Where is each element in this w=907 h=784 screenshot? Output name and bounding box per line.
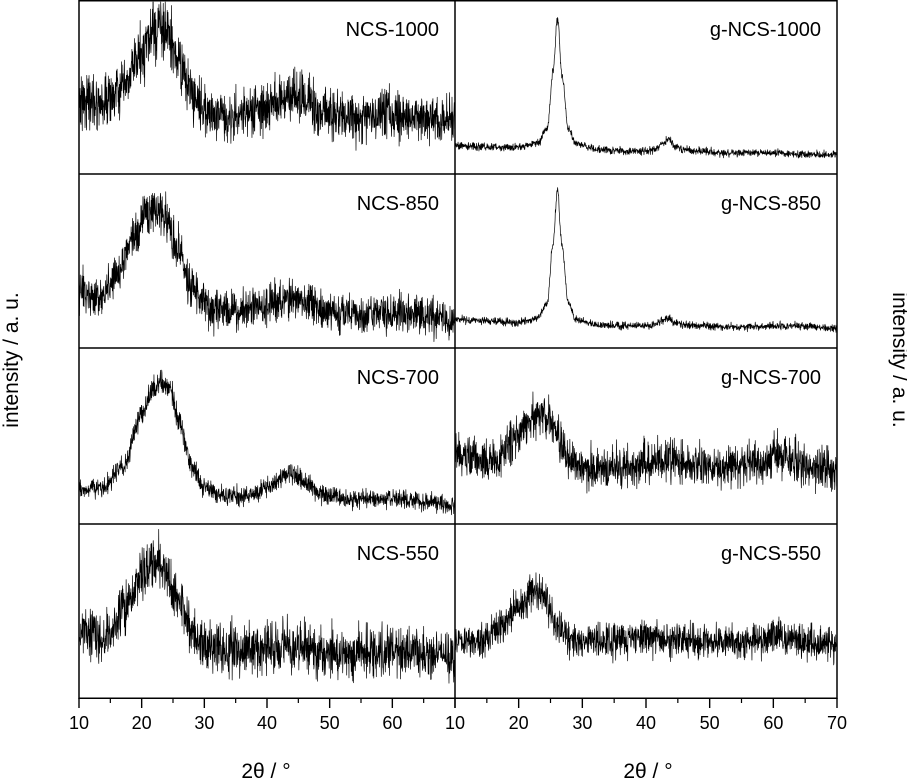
x-tick-label: 60 (763, 713, 783, 733)
series-line-g-ncs-550 (454, 572, 838, 666)
x-tick-label: 20 (132, 713, 152, 733)
y-axis-label-left: intensity / a. u. (0, 292, 23, 427)
x-tick-label: 10 (445, 713, 465, 733)
series-line-ncs-850 (78, 191, 456, 342)
x-tick-label: 70 (827, 713, 847, 733)
series-line-ncs-1000 (78, 1, 456, 151)
x-axis-label-right: 2θ / ° (623, 760, 672, 783)
series-line-ncs-700 (78, 369, 456, 516)
plot-frame (78, 0, 838, 699)
panel-label: NCS-850 (357, 193, 439, 215)
series-line-g-ncs-1000 (454, 17, 838, 159)
panel-label: NCS-1000 (346, 19, 439, 41)
series-line-g-ncs-700 (454, 391, 838, 495)
panel-label: g-NCS-700 (721, 367, 821, 389)
panel-label: NCS-550 (357, 543, 439, 565)
x-tick-label: 40 (257, 713, 277, 733)
x-tick-label: 60 (382, 713, 402, 733)
x-tick-label: 50 (320, 713, 340, 733)
x-tick-label: 20 (509, 713, 529, 733)
x-tick-label: 10 (69, 713, 89, 733)
series-line-g-ncs-850 (454, 187, 838, 333)
series-line-ncs-550 (78, 528, 456, 684)
x-tick-label: 30 (194, 713, 214, 733)
x-tick-label: 30 (572, 713, 592, 733)
y-axis-label-right: intensity / a. u. (888, 292, 907, 427)
x-axis-label-left: 2θ / ° (241, 760, 290, 783)
plot-area: NCS-1000 NCS-850 NCS-700 NCS-550 g-NCS-1000 g… (69, 0, 847, 733)
x-tick-label: 40 (636, 713, 656, 733)
panel-label: g-NCS-850 (721, 193, 821, 215)
panel-label: g-NCS-550 (721, 543, 821, 565)
panel-label: g-NCS-1000 (710, 19, 821, 41)
x-tick-label: 50 (700, 713, 720, 733)
panel-label: NCS-700 (357, 367, 439, 389)
